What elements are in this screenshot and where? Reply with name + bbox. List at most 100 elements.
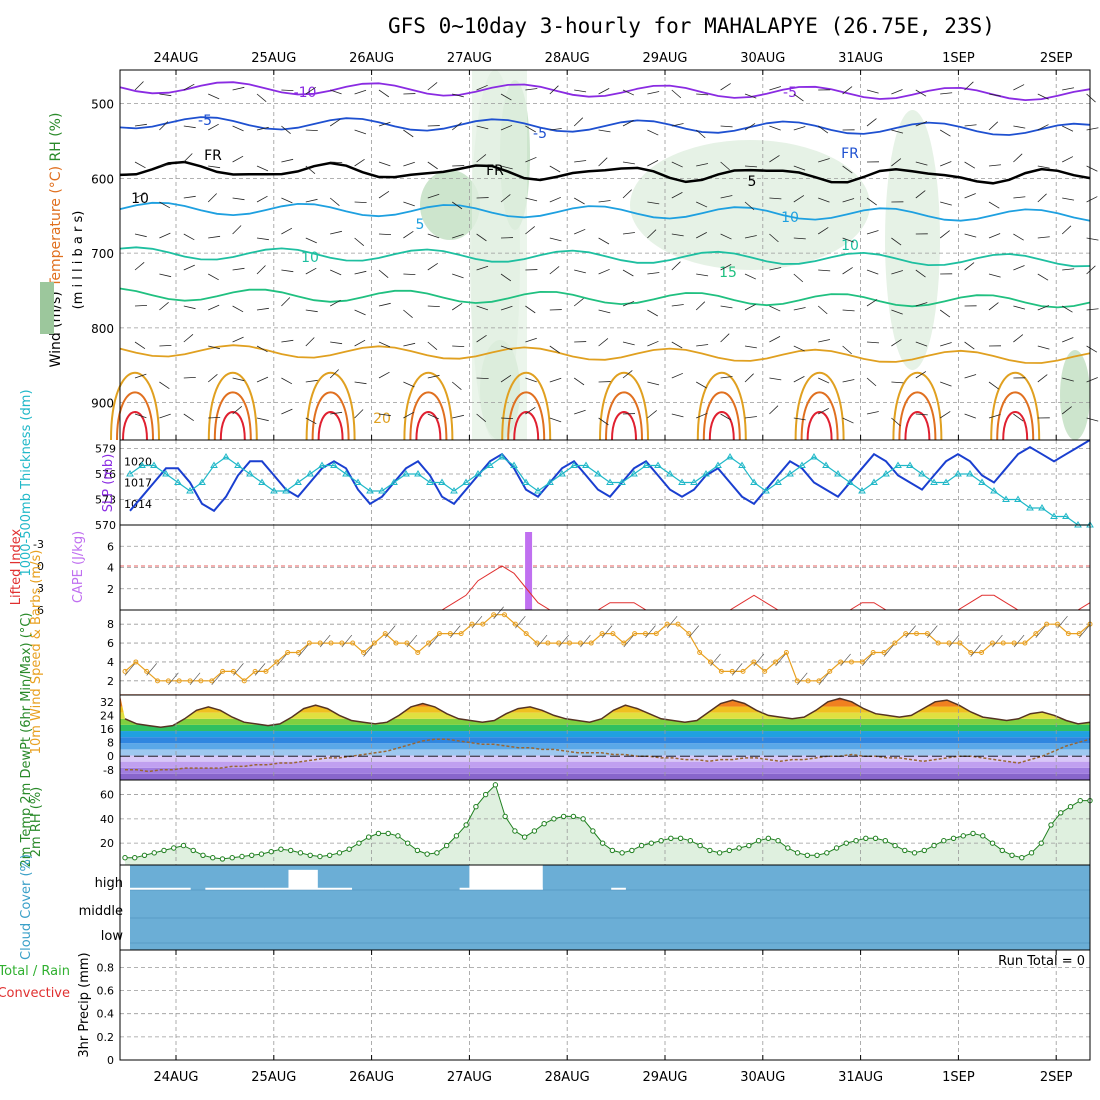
thickness-marker [462, 478, 470, 485]
boundary-isotherm-loop [501, 371, 552, 441]
wind-barb [378, 371, 390, 379]
wind-barb [793, 273, 804, 283]
wind-barb [940, 161, 952, 167]
date-label-bottom: 1SEP [942, 1070, 975, 1085]
wind-barb [598, 268, 610, 275]
contour-label: FR [204, 148, 222, 164]
wind-barb [208, 273, 219, 281]
date-label-top: 26AUG [349, 51, 394, 66]
wind10m-marker [740, 668, 746, 674]
wind-barb [696, 273, 709, 277]
thickness-marker [210, 461, 218, 468]
boundary-isotherm-loop [213, 391, 252, 441]
wind-barb [232, 86, 245, 91]
wind-barb [378, 190, 390, 199]
wind-barb [549, 165, 561, 173]
slp-tick-label: 1014 [124, 498, 152, 511]
date-label-bottom: 24AUG [153, 1070, 198, 1085]
wind10m-barb [384, 625, 396, 638]
wind-barb [647, 91, 660, 95]
thickness-marker [942, 478, 950, 485]
contour-label: -5 [783, 85, 797, 101]
wind10m-marker [1011, 640, 1017, 646]
boundary-isotherm-loop [599, 371, 649, 441]
thickness-marker [558, 470, 566, 477]
temp-band [120, 743, 1090, 750]
wind-tick-label: 8 [107, 618, 114, 631]
boundary-isotherm-loop [806, 411, 833, 441]
wind10m-marker [339, 640, 345, 646]
wind-barb [1086, 308, 1099, 311]
rh2m-marker [278, 846, 284, 852]
wind-barb [793, 165, 806, 171]
wind-barb [988, 302, 999, 311]
wind-barb [330, 89, 342, 95]
thickness-marker [1026, 504, 1034, 511]
wind-barb [1086, 165, 1098, 172]
wind-barb [500, 417, 514, 420]
wind-barb [183, 264, 195, 271]
thickness-marker [318, 461, 326, 468]
wind-barb [329, 118, 341, 127]
precip-ylabel: 3hr Precip (mm) [77, 952, 92, 1057]
cloud-level-label: high [95, 876, 123, 891]
li-ylabel: Lifted Index [9, 528, 24, 605]
rh2m-marker [404, 840, 411, 846]
wind-barb [769, 197, 782, 200]
wind-barb [183, 333, 194, 343]
rh2m-marker [697, 842, 703, 849]
wind-barb [1037, 273, 1049, 281]
date-label-top: 27AUG [447, 51, 492, 66]
thickness-marker [306, 470, 314, 477]
rh2m-marker [726, 847, 733, 854]
wind-barb [720, 376, 733, 379]
wind10m-barb [168, 672, 179, 686]
wind-barb [208, 304, 220, 311]
wind-barb [354, 237, 365, 247]
wind10m-frame [119, 609, 1091, 696]
wind-barb [598, 157, 608, 167]
rh2m-marker [434, 850, 440, 856]
wind-barb [1086, 377, 1098, 383]
boundary-isotherm-loop [110, 371, 160, 441]
thickness-marker [402, 470, 410, 477]
wind10m-marker [328, 640, 334, 646]
wind-barb [574, 89, 587, 93]
wind10m-barb [450, 625, 461, 638]
thickness-marker [198, 478, 206, 485]
thickness-marker [1062, 512, 1070, 519]
wind-barb [647, 229, 657, 239]
contour-label: FR [841, 146, 859, 162]
boundary-isotherm-loop [305, 371, 356, 441]
wind-barb [207, 373, 218, 383]
wind-barb [1013, 233, 1024, 241]
wind-barb [256, 237, 269, 241]
wind-barb [281, 297, 291, 307]
wind10m-marker [371, 640, 377, 646]
wind-barb [476, 125, 489, 130]
thickness-marker [954, 470, 962, 477]
wind-barb [842, 198, 855, 203]
wind-barb [915, 121, 928, 127]
wind-barb [183, 413, 194, 422]
wind-barb [769, 405, 779, 415]
rh2m-marker [736, 845, 742, 851]
wind-barb [281, 269, 294, 273]
rh2m-marker [375, 830, 382, 837]
wind-barb [744, 93, 757, 99]
wind-barb [354, 201, 367, 204]
rh2m-marker [970, 830, 976, 837]
wind-barb [573, 117, 584, 127]
wind-barb [256, 345, 268, 353]
rh2m-marker [931, 842, 937, 849]
wind-barb [574, 228, 586, 235]
wind-barb [696, 93, 709, 96]
wind10m-marker [751, 659, 757, 665]
wind-barb [647, 309, 658, 317]
wind-barb [256, 126, 269, 131]
wind-barb [134, 161, 146, 169]
wind-barb [330, 161, 343, 164]
wind-barb [842, 309, 855, 312]
upper-air-units: (m i l l i b a r s) [71, 211, 86, 310]
wind-barb [866, 197, 877, 206]
